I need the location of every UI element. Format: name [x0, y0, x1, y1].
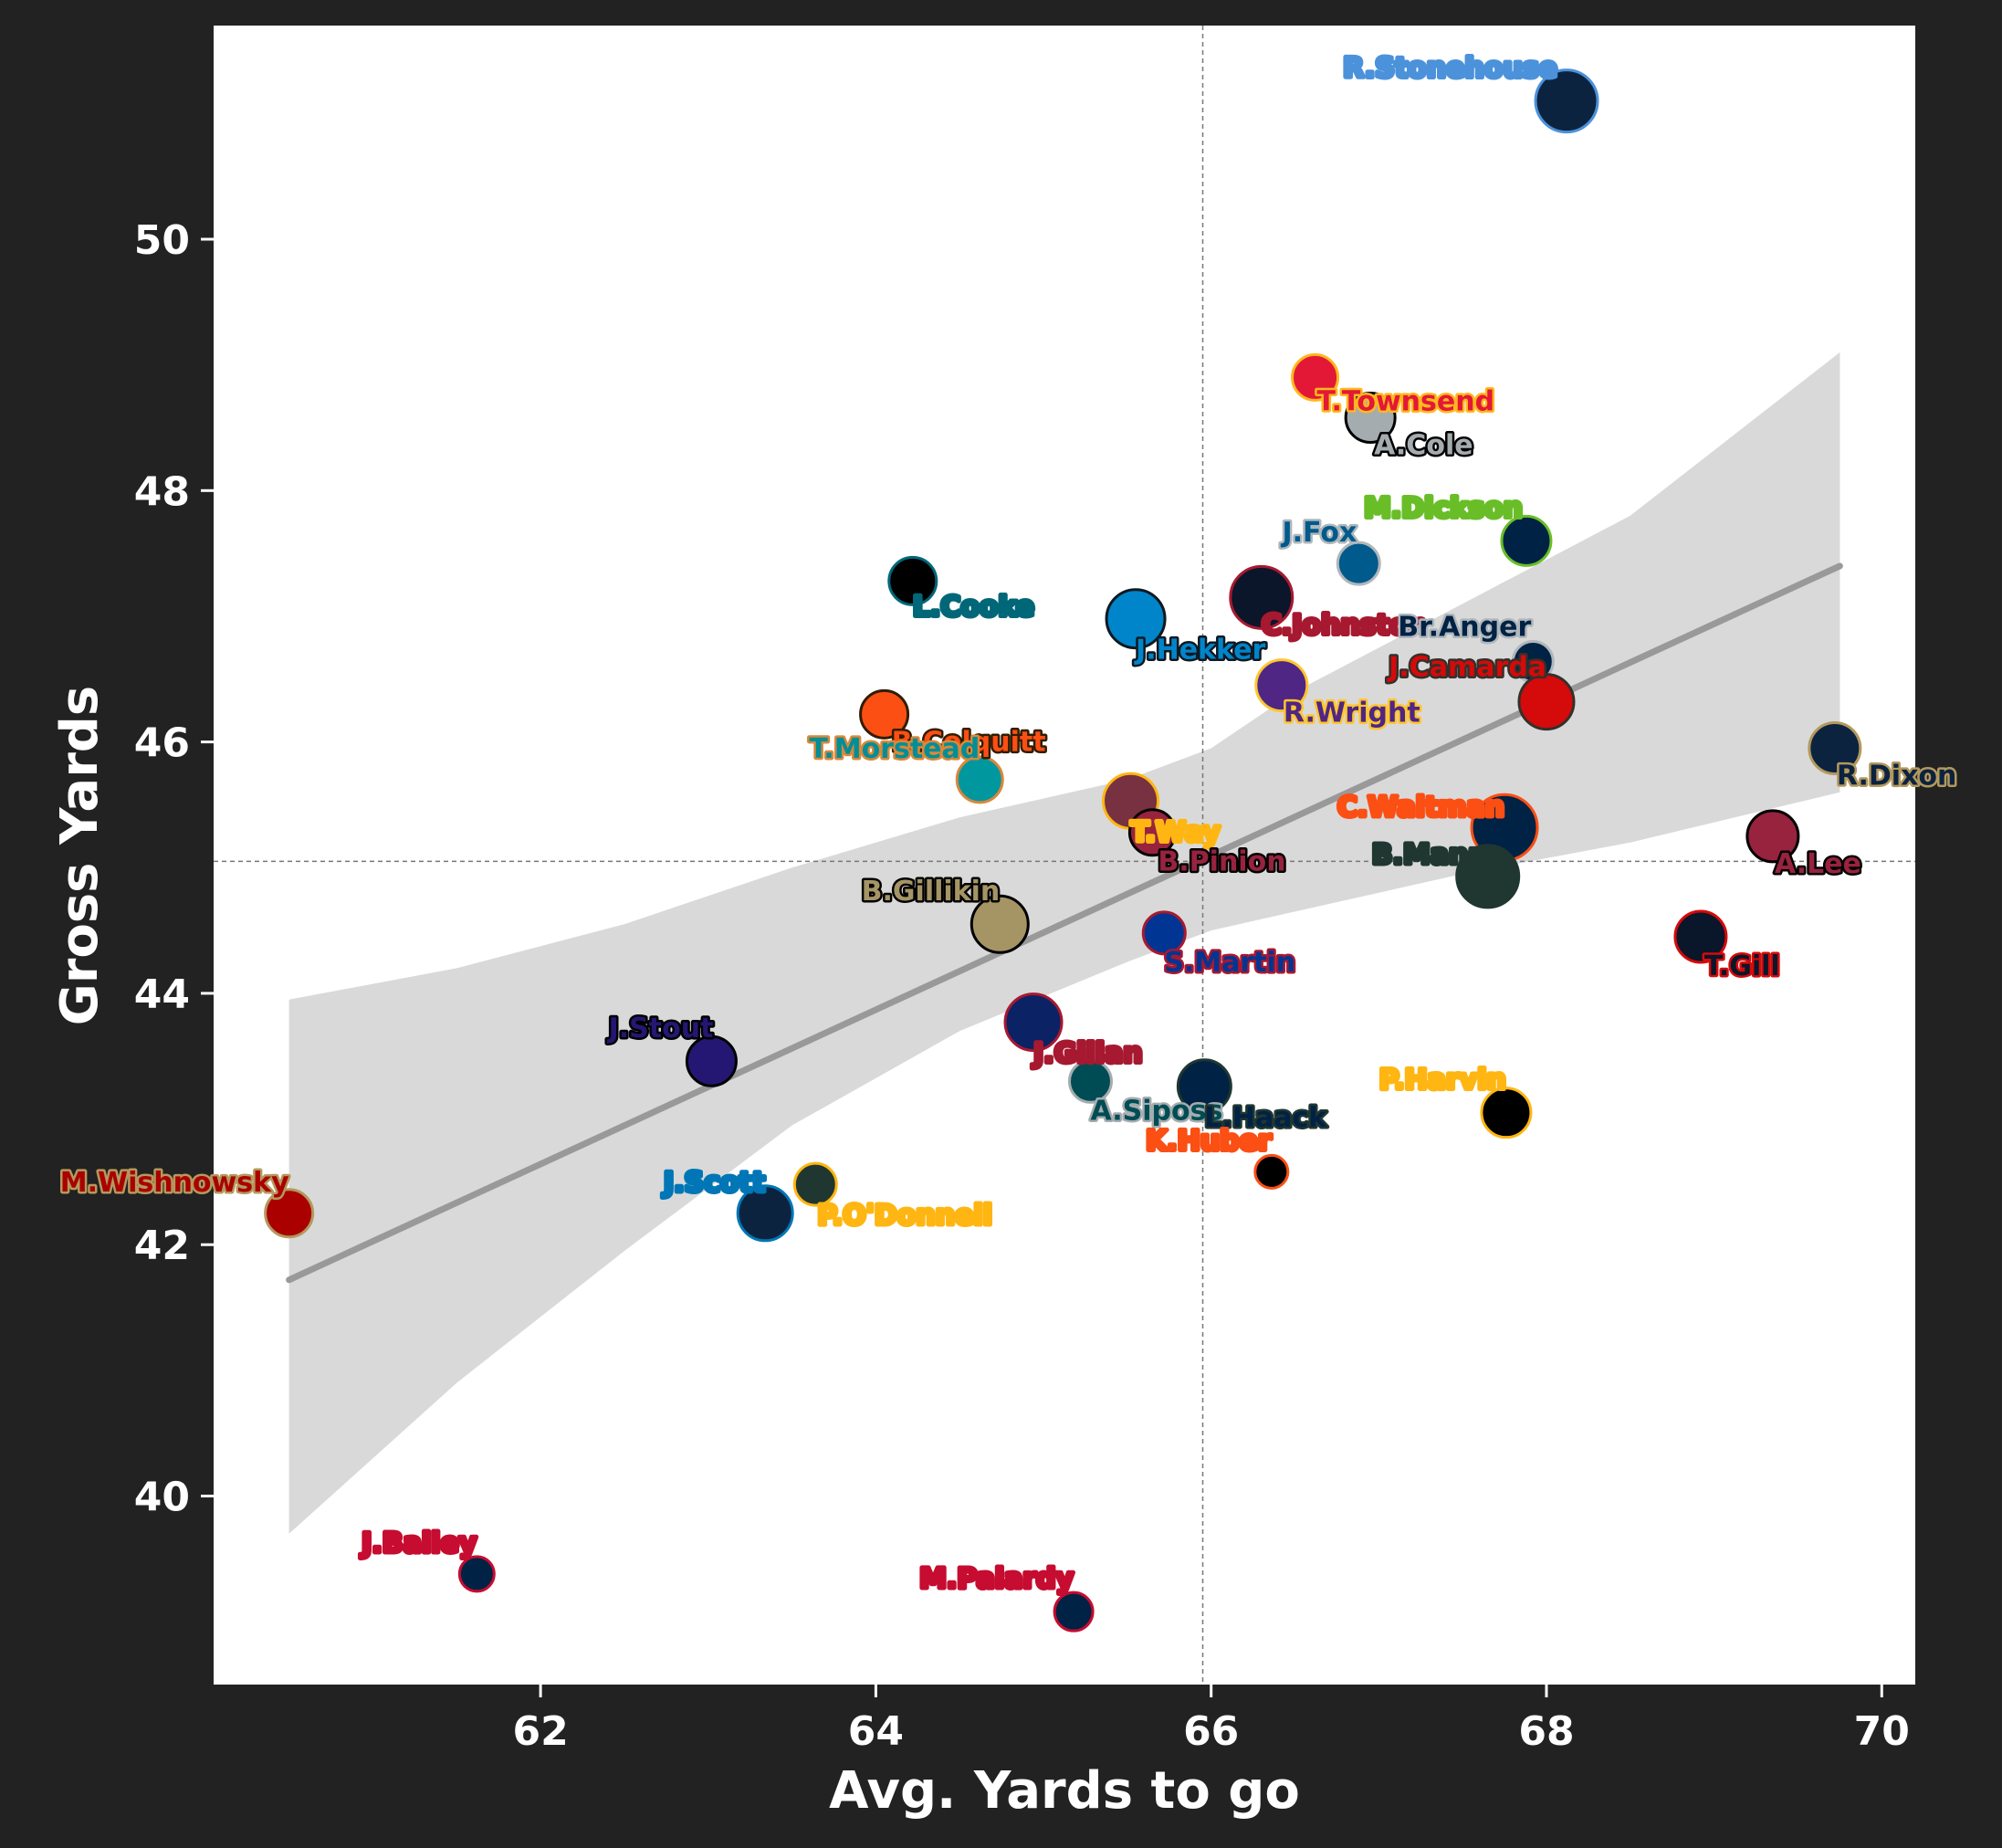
data-point [1003, 992, 1064, 1053]
data-point [859, 688, 910, 740]
x-tick-label: 64 [848, 1708, 904, 1755]
point-label: A.Siposs [1090, 1095, 1222, 1127]
regression-line-layer [286, 562, 1843, 1284]
point-label: P.O'Donnell [817, 1200, 992, 1232]
data-point [1673, 909, 1728, 964]
data-point [970, 894, 1030, 954]
x-axis: 62 64 66 68 70 [512, 1685, 1910, 1755]
y-tick-label: 42 [134, 1223, 190, 1269]
point-label: J.Gillan [1032, 1038, 1143, 1070]
data-point [1500, 514, 1553, 567]
x-tick-label: 62 [512, 1708, 568, 1755]
points-layer [264, 68, 1862, 1633]
data-point [1067, 1058, 1113, 1104]
data-point [1517, 673, 1576, 731]
y-tick-label: 48 [134, 468, 190, 515]
point-label: M.Dickson [1364, 492, 1523, 524]
point-label: R.Dixon [1837, 760, 1957, 792]
y-axis: 40 42 44 46 48 50 [134, 217, 214, 1521]
data-point [1291, 352, 1340, 402]
data-point [1105, 588, 1167, 650]
data-point [1344, 391, 1397, 444]
y-tick-label: 50 [134, 217, 190, 264]
data-point [1808, 720, 1862, 775]
data-point [1336, 541, 1381, 586]
data-point [1253, 1153, 1290, 1190]
confidence-band-layer [288, 352, 1840, 1534]
point-label: B.Gillikin [862, 876, 1001, 908]
point-label: C.Waitman [1337, 792, 1504, 824]
point-label: M.Wishnowsky [60, 1167, 289, 1199]
data-point [457, 1555, 496, 1593]
data-point [1127, 808, 1177, 857]
point-label: A.Lee [1775, 848, 1861, 880]
point-labels-layer: R.Stonehouse T.Townsend A.Cole M.DicksonJ.F… [58, 50, 1959, 1598]
point-label: K.Huber [1146, 1125, 1272, 1157]
point-label: S.Martin [1164, 947, 1295, 979]
point-label: J.Fox [1281, 517, 1357, 549]
point-label: T.Morstead [809, 733, 980, 765]
data-point [1480, 1087, 1533, 1139]
point-label: C.Johnston [1262, 609, 1428, 641]
point-label: J.Stout [607, 1013, 714, 1045]
y-tick-label: 46 [134, 720, 190, 767]
point-label: B.Pinion [1158, 846, 1285, 878]
x-tick-label: 66 [1183, 1708, 1239, 1755]
mean-guides-layer [214, 26, 1915, 1685]
data-point [955, 755, 1004, 804]
point-label: B.Mann [1372, 839, 1488, 871]
data-point [887, 555, 938, 606]
point-label: L.Cooke [913, 591, 1034, 623]
point-label: J.Camarda [1387, 652, 1546, 684]
y-axis-title: Gross Yards [50, 686, 110, 1025]
point-label: R.Stonehouse [1343, 53, 1557, 85]
point-label: T.Gill [1704, 950, 1780, 982]
point-label: A.Cole [1374, 429, 1473, 461]
data-point [792, 1161, 838, 1207]
y-tick-label: 44 [134, 971, 190, 1018]
point-label: T.Townsend [1317, 385, 1495, 417]
data-point [1176, 1058, 1232, 1115]
point-label: J.Bailey [360, 1528, 477, 1559]
point-label: R.Wright [1284, 698, 1420, 730]
data-point [1745, 809, 1800, 864]
point-label: L.Haack [1204, 1102, 1327, 1134]
point-label: J.Hekker [1134, 635, 1265, 667]
data-point [1534, 68, 1599, 134]
point-label: M.Palardy [919, 1563, 1074, 1595]
data-point [1229, 564, 1294, 630]
data-point [736, 1184, 794, 1243]
x-tick-label: 68 [1518, 1708, 1574, 1755]
x-axis-title: Avg. Yards to go [829, 1761, 1300, 1821]
point-label: B.Colquitt [892, 726, 1046, 758]
point-label: Br.Anger [1398, 612, 1531, 644]
data-point [1455, 844, 1521, 909]
data-point [1141, 910, 1187, 956]
data-point [1254, 658, 1309, 713]
data-point [1053, 1591, 1095, 1633]
y-tick-label: 40 [134, 1475, 190, 1521]
point-label: J.Scott [662, 1167, 765, 1199]
confidence-band [288, 352, 1840, 1534]
point-label: T.Way [1131, 816, 1221, 848]
point-label: P.Harvin [1379, 1065, 1506, 1097]
data-point [685, 1034, 738, 1087]
regression-line [286, 562, 1843, 1284]
data-point [264, 1188, 315, 1239]
x-tick-label: 70 [1854, 1708, 1910, 1755]
